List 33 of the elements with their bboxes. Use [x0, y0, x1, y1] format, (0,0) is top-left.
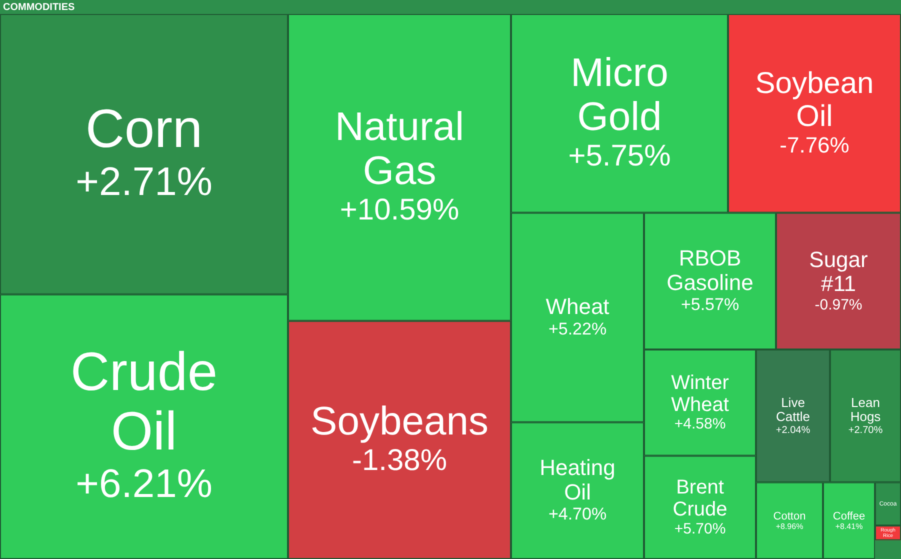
category-label: Soybean Oil: [755, 67, 874, 134]
data-label: +2.71%: [76, 160, 212, 204]
category-label: RBOB Gasoline: [666, 246, 754, 295]
category-label: Corn: [85, 99, 203, 160]
data-label: +5.22%: [548, 319, 607, 338]
data-label: +5.57%: [680, 294, 740, 314]
category-label: Soybeans: [310, 399, 488, 444]
category-label: Winter Wheat: [671, 372, 730, 416]
data-label: +4.70%: [548, 504, 607, 524]
category-label: Live Cattle: [776, 394, 810, 424]
category-label: Brent Crude: [672, 476, 728, 521]
category-label: Natural Gas: [335, 104, 464, 193]
category-label: Crude Oil: [70, 342, 218, 462]
data-label: +2.04%: [776, 424, 810, 436]
data-label: -1.38%: [352, 444, 448, 478]
category-label: Sugar #11: [809, 246, 868, 296]
category-label: Micro Gold: [570, 50, 668, 139]
category-label: Cotton: [773, 510, 806, 522]
data-label: +5.70%: [674, 520, 726, 538]
data-label: +4.58%: [674, 416, 726, 433]
data-label: +10.59%: [340, 194, 460, 227]
data-label: -0.97%: [814, 296, 862, 314]
data-label: +2.70%: [848, 424, 883, 436]
data-label: +6.21%: [76, 462, 212, 506]
category-label: Heating Oil: [540, 455, 616, 504]
data-label: +8.96%: [776, 522, 804, 531]
data-label: +8.41%: [835, 522, 863, 531]
data-label: -7.76%: [780, 132, 850, 158]
data-label: +5.75%: [568, 140, 671, 173]
category-label: Wheat: [546, 294, 610, 320]
category-label: Coffee: [832, 510, 866, 522]
text: COMMODITIES: [3, 2, 75, 13]
category-label: Lean Hogs: [850, 394, 882, 424]
